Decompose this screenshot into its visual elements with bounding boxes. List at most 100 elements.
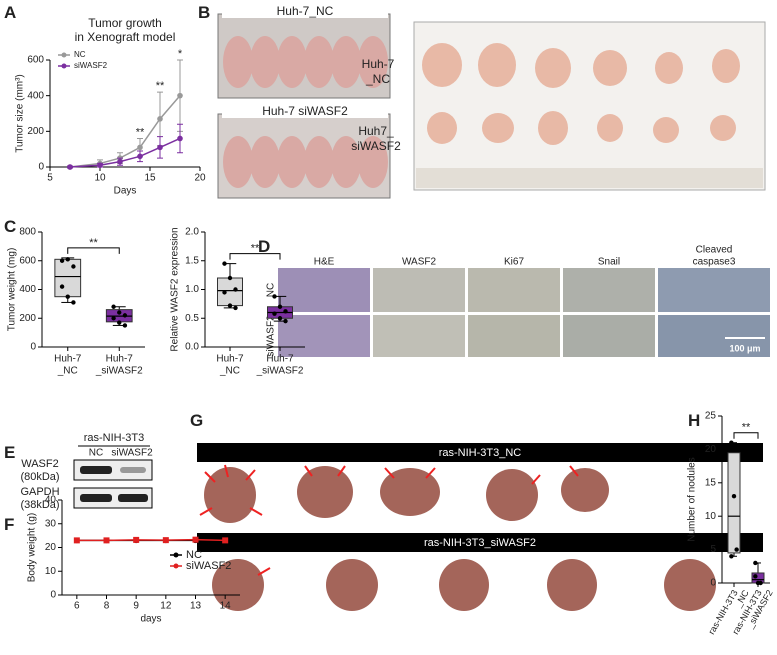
point	[111, 304, 116, 309]
legend-marker	[61, 52, 67, 58]
panel-letter: C	[4, 217, 16, 236]
x-tick-label: 15	[144, 173, 156, 184]
box	[727, 452, 741, 554]
legend-label: NC	[74, 50, 86, 59]
marker	[222, 537, 229, 544]
y-tick-label: 2.0	[185, 227, 199, 238]
row-label: _NC	[365, 72, 390, 86]
column-label: caspase3	[693, 257, 736, 268]
band	[118, 494, 148, 502]
header-bar	[197, 533, 763, 552]
point	[122, 323, 128, 328]
column-label: WASF2	[402, 257, 437, 268]
column-label: Cleaved	[696, 245, 733, 256]
marker	[97, 162, 103, 169]
y-tick-label: 400	[19, 284, 36, 295]
column-label: H&E	[314, 257, 335, 268]
marker	[117, 158, 123, 165]
tumors	[422, 43, 740, 145]
panel-letter: A	[4, 3, 16, 22]
significance-label: **	[251, 243, 260, 255]
significance-bracket	[733, 432, 759, 439]
cell-label: ras-NIH-3T3	[84, 432, 145, 444]
y-tick-label: 600	[19, 255, 36, 266]
point	[731, 493, 737, 499]
column-label: Ki67	[504, 257, 524, 268]
point	[59, 258, 65, 263]
header-bar	[197, 443, 763, 462]
point	[734, 547, 739, 552]
x-tick-label: 10	[94, 173, 106, 184]
chart-title: in Xenograft model	[75, 30, 176, 44]
panel-letter: B	[198, 3, 210, 22]
y-tick-label: 10	[45, 566, 57, 577]
point	[65, 257, 70, 262]
group-label: ras-NIH-3T3_NC	[439, 447, 522, 459]
marker	[192, 536, 199, 543]
point	[729, 440, 734, 445]
x-tick-label: _NC	[219, 366, 240, 377]
y-tick-label: 1.5	[185, 255, 199, 266]
row-label: Huh7_	[358, 124, 394, 138]
blot	[73, 487, 153, 509]
point	[277, 304, 283, 309]
x-tick-label: 12	[160, 601, 172, 612]
label-bg	[222, 106, 388, 118]
x-tick-label: 13	[190, 601, 202, 612]
point	[753, 560, 758, 566]
y-tick-label: 20	[705, 444, 717, 455]
y-tick-label: 800	[19, 227, 36, 238]
point	[272, 311, 277, 316]
y-tick-label: 10	[705, 511, 717, 522]
y-tick-label: 0	[38, 162, 44, 173]
row-label: siWASF2	[266, 315, 277, 357]
legend-label: siWASF2	[186, 560, 231, 572]
lane-label: NC	[89, 448, 103, 459]
point	[71, 300, 76, 305]
histology	[278, 268, 770, 357]
group-label: ras-NIH-3T3_siWASF2	[424, 537, 536, 549]
marker	[177, 135, 183, 142]
column-label: Snail	[598, 257, 620, 268]
legend-label: NC	[186, 549, 202, 561]
y-tick-label: 25	[705, 411, 717, 422]
blot	[73, 459, 153, 481]
y-tick-label: 0	[50, 590, 56, 601]
y-tick-label: 40	[45, 495, 57, 506]
y-tick-label: 0.5	[185, 313, 199, 324]
point	[227, 303, 233, 308]
x-tick-label: 6	[74, 601, 80, 612]
significance-bracket	[229, 253, 281, 260]
significance-label: **	[89, 237, 98, 249]
lungs	[204, 466, 716, 611]
x-tick-label: _NC	[57, 366, 78, 377]
significance-label: **	[742, 422, 751, 434]
y-tick-label: 200	[19, 313, 36, 324]
y-axis-label: Relative WASF2 expression	[170, 227, 181, 351]
significance-bracket	[67, 247, 120, 254]
tumor-photo	[413, 21, 766, 191]
y-tick-label: 0	[30, 342, 36, 353]
panel-letter: G	[190, 411, 203, 430]
point	[233, 287, 238, 292]
row-label: NC	[266, 283, 277, 297]
series-line	[69, 137, 181, 168]
y-tick-label: 0.0	[185, 342, 199, 353]
marker	[103, 537, 110, 544]
x-axis-label: days	[140, 614, 161, 625]
box	[217, 277, 243, 307]
x-tick-label: _siWASF2	[256, 366, 304, 377]
row-label: siWASF2	[351, 139, 401, 153]
y-axis-label: Body weight (g)	[27, 513, 38, 582]
scale-label: 100 μm	[729, 343, 760, 353]
point	[59, 284, 65, 289]
marker	[137, 153, 143, 160]
point	[117, 320, 122, 325]
legend-marker	[61, 63, 67, 69]
x-tick-label: 14	[220, 601, 232, 612]
label-bg	[222, 6, 388, 18]
x-tick-label: 9	[133, 601, 139, 612]
point	[283, 318, 288, 324]
marker	[67, 164, 73, 170]
y-tick-label: 0	[710, 578, 716, 589]
